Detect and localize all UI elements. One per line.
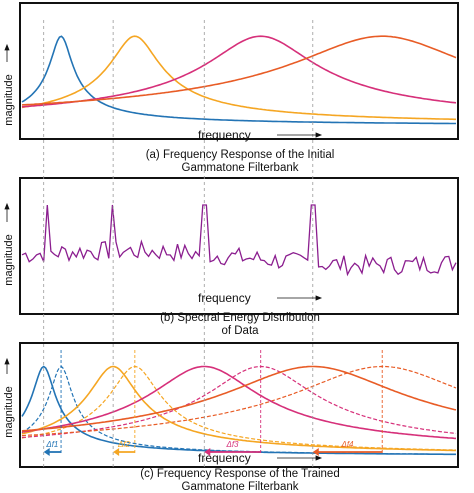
initial-filter-4-dashed-curve: [21, 365, 457, 437]
panel-b-ylabel: magnitude: [3, 234, 15, 285]
initial-filter-4-curve: [21, 35, 457, 106]
panel-a-ylabel: magnitude: [3, 74, 15, 125]
shift-label-3: Δf3: [225, 440, 239, 449]
shift-arrowhead-1: [43, 448, 50, 456]
panel-b-curves: [21, 204, 457, 277]
shift-arrowhead-3: [204, 448, 211, 456]
panel-b-frame: [19, 177, 459, 315]
trained-filter-4-curve: [21, 365, 457, 432]
initial-filter-1-dashed-curve: [21, 365, 456, 455]
panel-b-caption-line2: of Data: [221, 325, 259, 337]
panel-a-caption-line1: (a) Frequency Response of the Initial: [146, 149, 335, 161]
initial-filter-2-dashed-curve: [21, 365, 456, 451]
shift-arrowhead-2: [113, 448, 120, 456]
panel-a-frame: [19, 2, 459, 140]
shift-arrowhead-4: [312, 448, 319, 456]
initial-filter-1-curve: [21, 35, 456, 125]
panel-c-frame: [19, 342, 459, 468]
initial-filter-2-curve: [21, 35, 456, 121]
trained-filter-3-curve: [21, 365, 457, 440]
initial-filter-3-dashed-curve: [21, 365, 457, 439]
panel-b-caption-line1: (b) Spectral Energy Distribution: [160, 312, 320, 324]
panel-c-caption-line2: Gammatone Filterbank: [182, 481, 299, 493]
panel-c-caption-line1: (c) Frequency Response of the Trained: [140, 468, 339, 480]
shift-arrows: Δf1 Δf2 Δf3 Δf4: [43, 440, 383, 456]
shift-label-1: Δf1: [45, 440, 58, 449]
spectral-energy-line: [21, 204, 457, 277]
panel-c-ylabel: magnitude: [3, 386, 15, 437]
xlabel-arrows: [277, 132, 323, 461]
panel-b-xlabel: frequency: [198, 291, 251, 305]
trained-filter-2-curve: [21, 365, 456, 452]
guide-lines: [43, 20, 383, 470]
panel-a-xlabel: frequency: [198, 128, 251, 142]
panel-a-caption-line2: Gammatone Filterbank: [182, 162, 299, 174]
shift-label-4: Δf4: [340, 440, 354, 449]
panel-c-curves: [21, 365, 457, 456]
initial-filter-3-curve: [21, 35, 457, 108]
panel-c-xlabel: frequency: [198, 451, 251, 465]
panel-a-curves: [21, 35, 457, 125]
ylabel-arrows: [4, 43, 10, 374]
shift-label-2: Δf2: [117, 440, 131, 449]
